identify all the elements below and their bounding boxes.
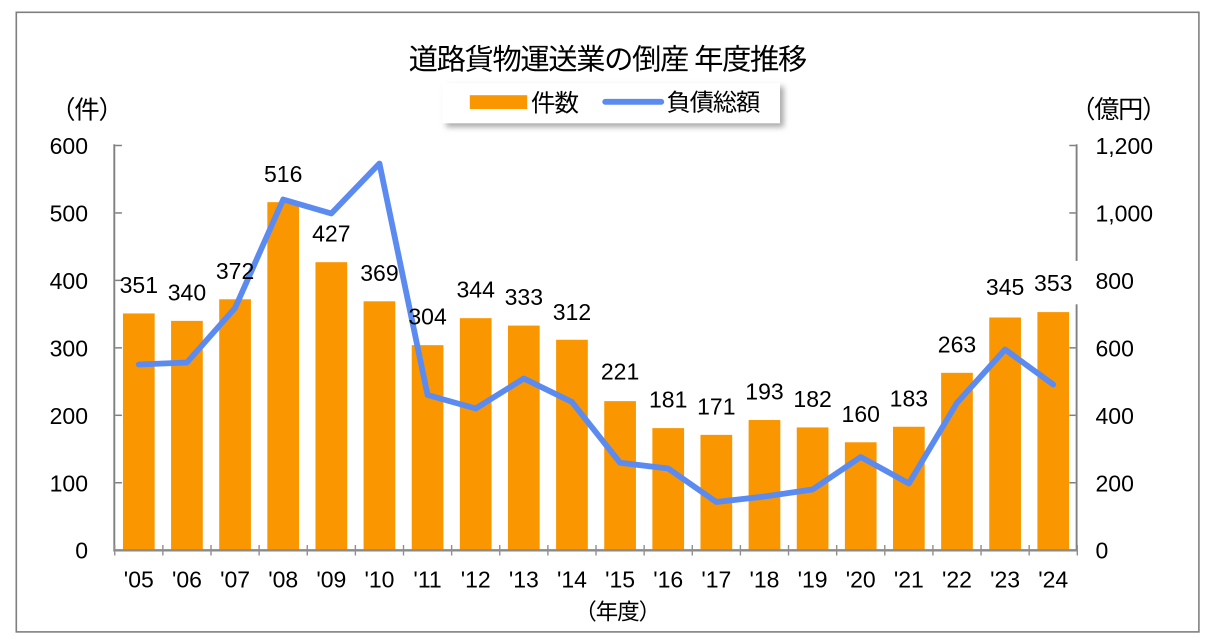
svg-text:300: 300 [50, 335, 88, 361]
svg-text:'21: '21 [894, 567, 924, 593]
svg-text:263: 263 [938, 331, 976, 357]
svg-text:400: 400 [50, 268, 88, 294]
svg-text:351: 351 [120, 272, 158, 298]
svg-text:'18: '18 [749, 567, 779, 593]
svg-text:182: 182 [793, 386, 831, 412]
svg-text:1,000: 1,000 [1096, 200, 1154, 226]
svg-text:600: 600 [1096, 335, 1134, 361]
svg-text:'16: '16 [653, 567, 683, 593]
svg-text:181: 181 [649, 387, 687, 413]
svg-text:345: 345 [986, 274, 1024, 300]
svg-text:0: 0 [75, 538, 88, 564]
svg-text:193: 193 [745, 379, 783, 405]
svg-text:369: 369 [360, 260, 398, 286]
svg-text:'12: '12 [461, 567, 491, 593]
svg-text:400: 400 [1096, 403, 1134, 429]
svg-text:'09: '09 [316, 567, 346, 593]
svg-text:372: 372 [216, 258, 254, 284]
svg-text:500: 500 [50, 200, 88, 226]
svg-text:312: 312 [553, 299, 591, 325]
svg-text:'14: '14 [557, 567, 587, 593]
svg-text:221: 221 [601, 358, 639, 384]
svg-text:'10: '10 [364, 567, 394, 593]
svg-text:'19: '19 [798, 567, 828, 593]
svg-text:344: 344 [457, 277, 496, 303]
svg-text:'06: '06 [172, 567, 202, 593]
svg-text:516: 516 [264, 161, 302, 187]
svg-text:304: 304 [408, 303, 447, 329]
svg-text:'15: '15 [605, 567, 635, 593]
svg-text:427: 427 [312, 221, 350, 247]
svg-text:160: 160 [842, 401, 880, 427]
svg-text:600: 600 [50, 133, 88, 159]
svg-text:'08: '08 [268, 567, 298, 593]
svg-text:800: 800 [1096, 268, 1134, 294]
svg-text:200: 200 [50, 403, 88, 429]
svg-text:333: 333 [505, 284, 543, 310]
svg-text:353: 353 [1034, 270, 1072, 296]
svg-text:200: 200 [1096, 470, 1134, 496]
svg-text:'17: '17 [701, 567, 731, 593]
svg-text:'07: '07 [220, 567, 250, 593]
svg-text:171: 171 [697, 393, 735, 419]
svg-text:'22: '22 [942, 567, 972, 593]
svg-text:'23: '23 [990, 567, 1020, 593]
svg-text:'24: '24 [1038, 567, 1068, 593]
svg-text:'20: '20 [846, 567, 876, 593]
svg-text:183: 183 [890, 385, 928, 411]
svg-text:'05: '05 [124, 567, 154, 593]
svg-text:340: 340 [168, 279, 206, 305]
svg-text:'13: '13 [509, 567, 539, 593]
svg-text:1,200: 1,200 [1096, 133, 1154, 159]
svg-text:'11: '11 [413, 567, 441, 593]
svg-text:100: 100 [50, 470, 88, 496]
svg-text:0: 0 [1096, 538, 1109, 564]
